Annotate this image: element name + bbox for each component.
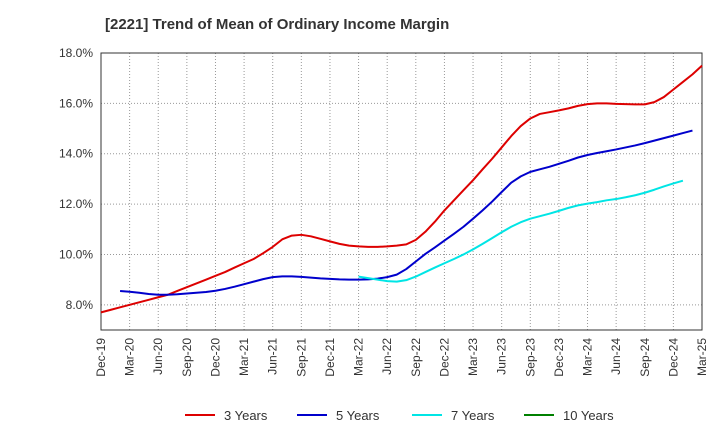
y-tick-label: 8.0%: [66, 298, 94, 312]
x-tick-label: Sep-24: [638, 338, 652, 377]
x-tick-label: Sep-20: [180, 338, 194, 377]
legend-label: 10 Years: [563, 408, 614, 423]
chart-title: [2221] Trend of Mean of Ordinary Income …: [105, 16, 450, 33]
legend-label: 7 Years: [451, 408, 495, 423]
x-tick-label: Dec-20: [208, 338, 222, 377]
x-tick-label: Mar-22: [352, 338, 366, 376]
x-tick-label: Mar-20: [123, 338, 137, 376]
series-line: [358, 179, 684, 283]
x-tick-label: Sep-22: [409, 338, 423, 377]
legend-label: 5 Years: [336, 408, 380, 423]
series-lines: [100, 64, 703, 314]
y-tick-label: 18.0%: [59, 46, 93, 60]
x-tick-label: Mar-23: [466, 338, 480, 376]
x-axis-ticks: Dec-19 Mar-20 Jun-20 Sep-20 Dec-20 Mar-21 Jun-…: [94, 338, 709, 377]
x-tick-label: Mar-24: [581, 338, 595, 376]
y-axis-ticks: 8.0% 10.0% 12.0% 14.0% 16.0% 18.0%: [59, 46, 93, 312]
x-tick-label: Dec-24: [666, 338, 680, 377]
y-tick-label: 10.0%: [59, 247, 93, 261]
series-line: [100, 64, 703, 314]
series-line: [120, 129, 693, 296]
legend-label: 3 Years: [224, 408, 268, 423]
y-tick-label: 16.0%: [59, 96, 93, 110]
x-tick-label: Dec-23: [552, 338, 566, 377]
x-tick-label: Mar-25: [695, 338, 709, 376]
grid-lines: [101, 53, 702, 330]
x-tick-label: Mar-21: [237, 338, 251, 376]
y-tick-label: 12.0%: [59, 197, 93, 211]
x-tick-label: Jun-24: [609, 338, 623, 375]
legend: 3 Years 5 Years 7 Years 10 Years: [185, 408, 614, 423]
x-tick-label: Jun-23: [495, 338, 509, 375]
x-tick-label: Dec-21: [323, 338, 337, 377]
x-tick-label: Jun-20: [151, 338, 165, 375]
x-tick-label: Dec-19: [94, 338, 108, 377]
x-tick-label: Sep-23: [523, 338, 537, 377]
x-tick-label: Dec-22: [437, 338, 451, 377]
x-tick-label: Jun-21: [266, 338, 280, 375]
plot-area-border: [100, 52, 703, 331]
x-tick-label: Sep-21: [294, 338, 308, 377]
x-tick-label: Jun-22: [380, 338, 394, 375]
y-tick-label: 14.0%: [59, 147, 93, 161]
